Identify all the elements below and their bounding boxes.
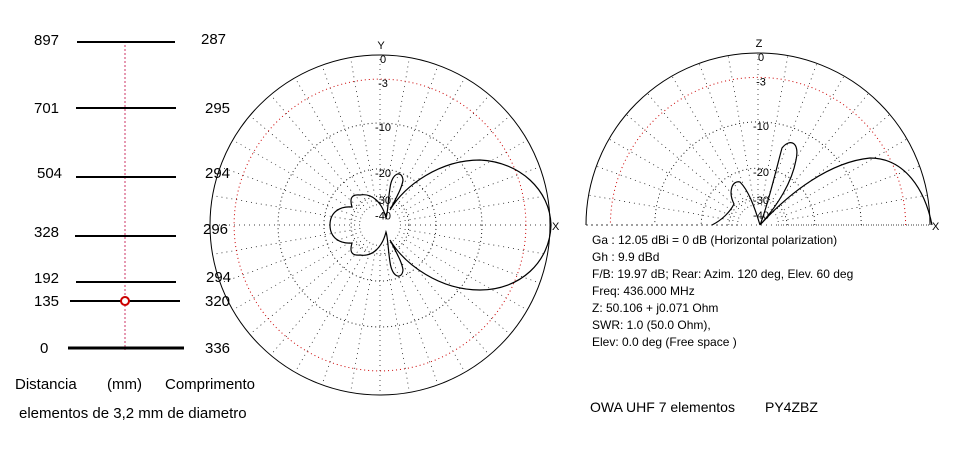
length-label-0: 287 bbox=[201, 31, 227, 48]
ring-label: -30 bbox=[375, 195, 391, 207]
grid-ring bbox=[654, 121, 862, 226]
grid-ring bbox=[277, 122, 483, 328]
grid-spoke bbox=[776, 165, 920, 219]
ring-label: -10 bbox=[375, 122, 391, 134]
ring-label: 0 bbox=[380, 54, 386, 66]
grid-spoke bbox=[777, 194, 928, 222]
ring-label: 0 bbox=[758, 52, 764, 64]
grid-spoke bbox=[608, 138, 741, 216]
axis-label-x: X bbox=[932, 221, 940, 233]
axis-label-top: Y bbox=[377, 40, 385, 52]
reference-ring-3db bbox=[233, 78, 527, 372]
grid-spoke bbox=[596, 165, 740, 219]
distance-label-0: 897 bbox=[34, 32, 60, 49]
distance-label-4: 192 bbox=[34, 270, 60, 287]
author-callsign: PY4ZBZ bbox=[765, 399, 818, 415]
grid-spoke bbox=[761, 55, 789, 206]
ring-label: -10 bbox=[753, 121, 769, 133]
length-label-5: 320 bbox=[205, 293, 231, 310]
grid-ring bbox=[700, 167, 816, 226]
distance-label-6: 0 bbox=[40, 340, 49, 357]
grid-spoke bbox=[773, 114, 891, 213]
distance-label-2: 504 bbox=[37, 165, 63, 182]
elevation-pattern-curve bbox=[711, 142, 933, 226]
column-header-unit: (mm) bbox=[107, 376, 142, 393]
swr: SWR: 1.0 (50.0 Ohm), bbox=[592, 318, 711, 332]
length-label-6: 336 bbox=[205, 340, 231, 357]
ring-label: -20 bbox=[375, 168, 391, 180]
grid-spoke bbox=[727, 55, 755, 206]
ring-label: -3 bbox=[756, 76, 766, 88]
design-title: OWA UHF 7 elementos bbox=[590, 399, 735, 415]
ring-label: -3 bbox=[378, 78, 388, 90]
axis-label-x: X bbox=[552, 221, 560, 233]
distance-label-5: 135 bbox=[34, 293, 60, 310]
grid-ring bbox=[585, 52, 931, 226]
grid-spoke bbox=[775, 138, 908, 216]
frequency: Freq: 436.000 MHz bbox=[592, 284, 695, 298]
antenna-elements-diagram bbox=[68, 41, 184, 350]
column-header-length: Comprimento bbox=[165, 376, 256, 393]
grid-ring bbox=[209, 54, 551, 396]
azimuth-pattern-curve bbox=[329, 159, 552, 291]
ring-label: -20 bbox=[753, 167, 769, 179]
front-to-back: F/B: 19.97 dB; Rear: Azim. 120 deg, Elev… bbox=[592, 267, 854, 281]
grid-ring bbox=[728, 196, 788, 226]
length-label-1: 295 bbox=[205, 100, 231, 117]
impedance: Z: 50.106 + j0.071 Ohm bbox=[592, 301, 719, 315]
grid-spoke bbox=[588, 194, 739, 222]
grid-ring bbox=[323, 168, 437, 282]
grid-spoke bbox=[770, 92, 869, 210]
grid-spoke bbox=[698, 63, 752, 207]
feed-point-marker bbox=[120, 296, 130, 306]
grid-spoke bbox=[767, 75, 845, 208]
grid-spoke bbox=[647, 92, 746, 210]
grid-ring bbox=[350, 195, 410, 255]
length-label-3: 296 bbox=[203, 221, 229, 238]
distance-label-3: 328 bbox=[34, 224, 60, 241]
reference-ring-3db bbox=[609, 76, 907, 226]
elevation: Elev: 0.0 deg (Free space ) bbox=[592, 335, 737, 349]
column-header-distance: Distancia bbox=[15, 376, 77, 393]
gain-gh: Gh : 9.9 dBd bbox=[592, 250, 660, 264]
axis-label-top: Z bbox=[756, 38, 763, 50]
antenna-info-block: Ga : 12.05 dBi = 0 dB (Horizontal polari… bbox=[592, 232, 853, 351]
grid-spoke bbox=[671, 75, 749, 208]
element-diameter-note: elementos de 3,2 mm de diametro bbox=[19, 405, 247, 422]
grid-spoke bbox=[625, 114, 743, 213]
gain-ga: Ga : 12.05 dBi = 0 dB (Horizontal polari… bbox=[592, 233, 838, 247]
ring-label: -30 bbox=[753, 195, 769, 207]
distance-label-1: 701 bbox=[34, 100, 60, 117]
